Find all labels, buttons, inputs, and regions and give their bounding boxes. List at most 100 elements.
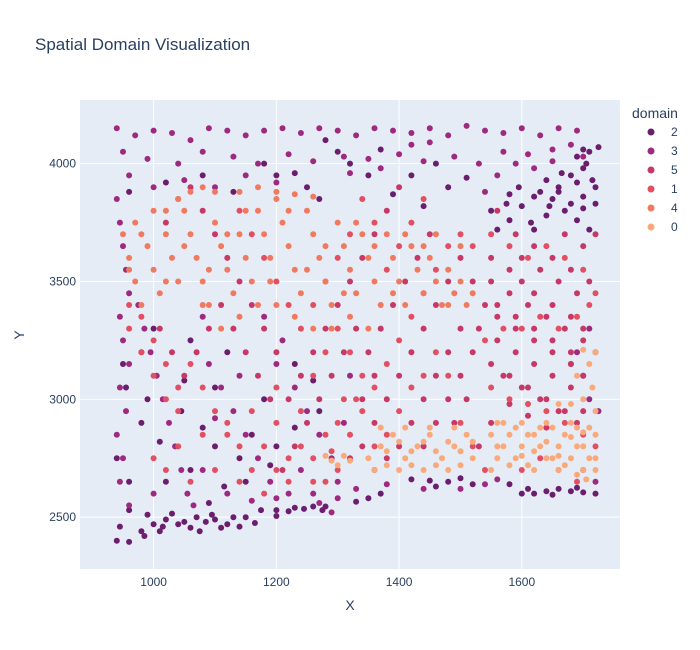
series-domain-1 <box>126 196 599 497</box>
legend-item-3[interactable]: 3 <box>647 144 679 158</box>
data-point <box>178 467 185 473</box>
data-point <box>365 325 372 332</box>
legend-item-5[interactable]: 5 <box>647 163 679 177</box>
data-point <box>242 349 249 356</box>
data-point <box>212 184 218 191</box>
data-point <box>279 337 286 344</box>
data-point <box>592 200 599 207</box>
data-point <box>482 467 488 473</box>
data-point <box>248 467 255 473</box>
data-point <box>202 518 209 525</box>
data-point <box>132 219 139 226</box>
data-point <box>365 254 372 261</box>
data-point <box>310 302 317 308</box>
data-point <box>279 467 286 473</box>
data-point <box>574 349 580 356</box>
data-point <box>525 462 531 469</box>
data-point <box>347 313 353 320</box>
data-point <box>561 325 568 332</box>
legend-label: 5 <box>671 163 678 177</box>
legend-item-2[interactable]: 2 <box>647 125 679 139</box>
data-point <box>463 122 470 129</box>
series-domain-3 <box>113 122 602 516</box>
data-point <box>586 325 593 332</box>
data-point <box>322 452 329 459</box>
data-point <box>549 302 556 308</box>
data-point <box>574 424 580 431</box>
data-point <box>555 125 562 132</box>
data-point <box>512 325 519 332</box>
legend-item-4[interactable]: 4 <box>647 201 679 215</box>
legend-label: 1 <box>671 182 678 196</box>
data-point <box>138 419 145 426</box>
data-point <box>285 455 292 462</box>
data-point <box>408 384 415 391</box>
data-point <box>261 325 268 332</box>
data-point <box>187 184 194 191</box>
data-point <box>543 419 550 426</box>
data-point <box>482 337 488 344</box>
data-point <box>285 478 292 485</box>
data-point <box>445 478 452 485</box>
data-point <box>402 455 409 462</box>
data-point <box>561 419 568 426</box>
data-point <box>494 207 501 214</box>
data-point <box>291 170 298 177</box>
data-point <box>549 455 556 462</box>
data-point <box>567 401 574 407</box>
data-point <box>261 313 268 320</box>
legend[interactable]: domain 2 3 5 1 4 0 <box>632 105 678 234</box>
data-point <box>445 372 452 379</box>
data-point <box>291 361 298 367</box>
data-point <box>236 313 243 320</box>
data-point <box>555 467 562 473</box>
data-point <box>543 243 550 250</box>
data-point <box>184 490 191 497</box>
data-point <box>408 476 415 483</box>
legend-items[interactable]: 2 3 5 1 4 0 <box>647 125 679 234</box>
data-point <box>224 431 231 438</box>
data-point <box>549 196 556 202</box>
data-point <box>322 137 329 144</box>
y-tick-label: 4000 <box>49 157 76 171</box>
data-point <box>592 231 599 238</box>
data-point <box>390 290 396 297</box>
data-point <box>567 419 574 426</box>
data-point <box>273 467 280 473</box>
data-point <box>279 219 286 226</box>
data-point <box>328 325 335 332</box>
data-point <box>279 125 286 132</box>
data-point <box>595 144 602 151</box>
data-point <box>248 431 255 438</box>
data-point <box>531 165 538 172</box>
data-point <box>212 384 218 391</box>
data-point <box>586 148 593 155</box>
legend-item-1[interactable]: 1 <box>647 182 679 196</box>
data-point <box>592 290 599 297</box>
data-point <box>555 188 562 195</box>
data-point <box>561 431 568 438</box>
data-point <box>543 438 550 445</box>
data-point <box>359 231 366 238</box>
data-point <box>469 349 476 356</box>
data-point <box>181 177 188 184</box>
data-point <box>537 188 544 195</box>
data-point <box>525 431 531 438</box>
data-point <box>371 384 378 391</box>
data-point <box>574 153 580 160</box>
data-point <box>408 243 415 250</box>
data-point <box>408 172 415 179</box>
legend-item-0[interactable]: 0 <box>647 220 679 234</box>
data-point <box>353 485 360 492</box>
data-point <box>273 179 280 186</box>
data-point <box>340 452 347 459</box>
data-point <box>580 372 587 379</box>
data-point <box>193 514 200 521</box>
data-point <box>475 443 482 450</box>
data-point <box>340 243 347 250</box>
data-point <box>426 431 433 438</box>
data-point <box>126 502 133 509</box>
data-point <box>525 302 531 308</box>
data-point <box>132 132 139 139</box>
data-point <box>224 266 231 273</box>
